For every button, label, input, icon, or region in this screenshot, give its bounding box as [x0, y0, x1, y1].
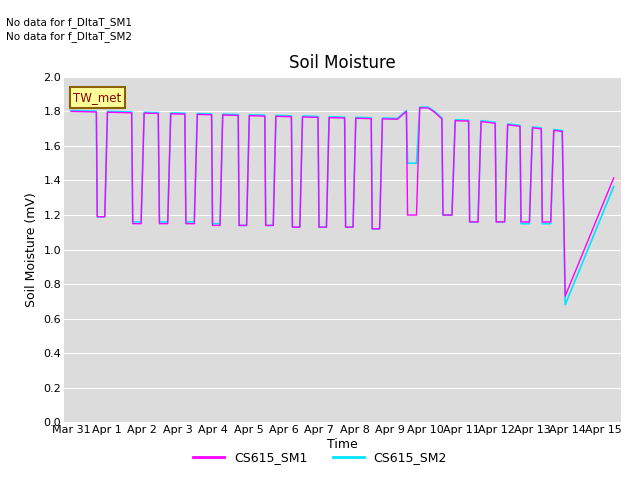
Title: Soil Moisture: Soil Moisture [289, 54, 396, 72]
Legend: CS615_SM1, CS615_SM2: CS615_SM1, CS615_SM2 [188, 446, 452, 469]
Text: No data for f_DltaT_SM2: No data for f_DltaT_SM2 [6, 31, 132, 42]
Y-axis label: Soil Moisture (mV): Soil Moisture (mV) [25, 192, 38, 307]
X-axis label: Time: Time [327, 438, 358, 451]
Text: No data for f_DltaT_SM1: No data for f_DltaT_SM1 [6, 17, 132, 28]
Text: TW_met: TW_met [74, 91, 122, 104]
